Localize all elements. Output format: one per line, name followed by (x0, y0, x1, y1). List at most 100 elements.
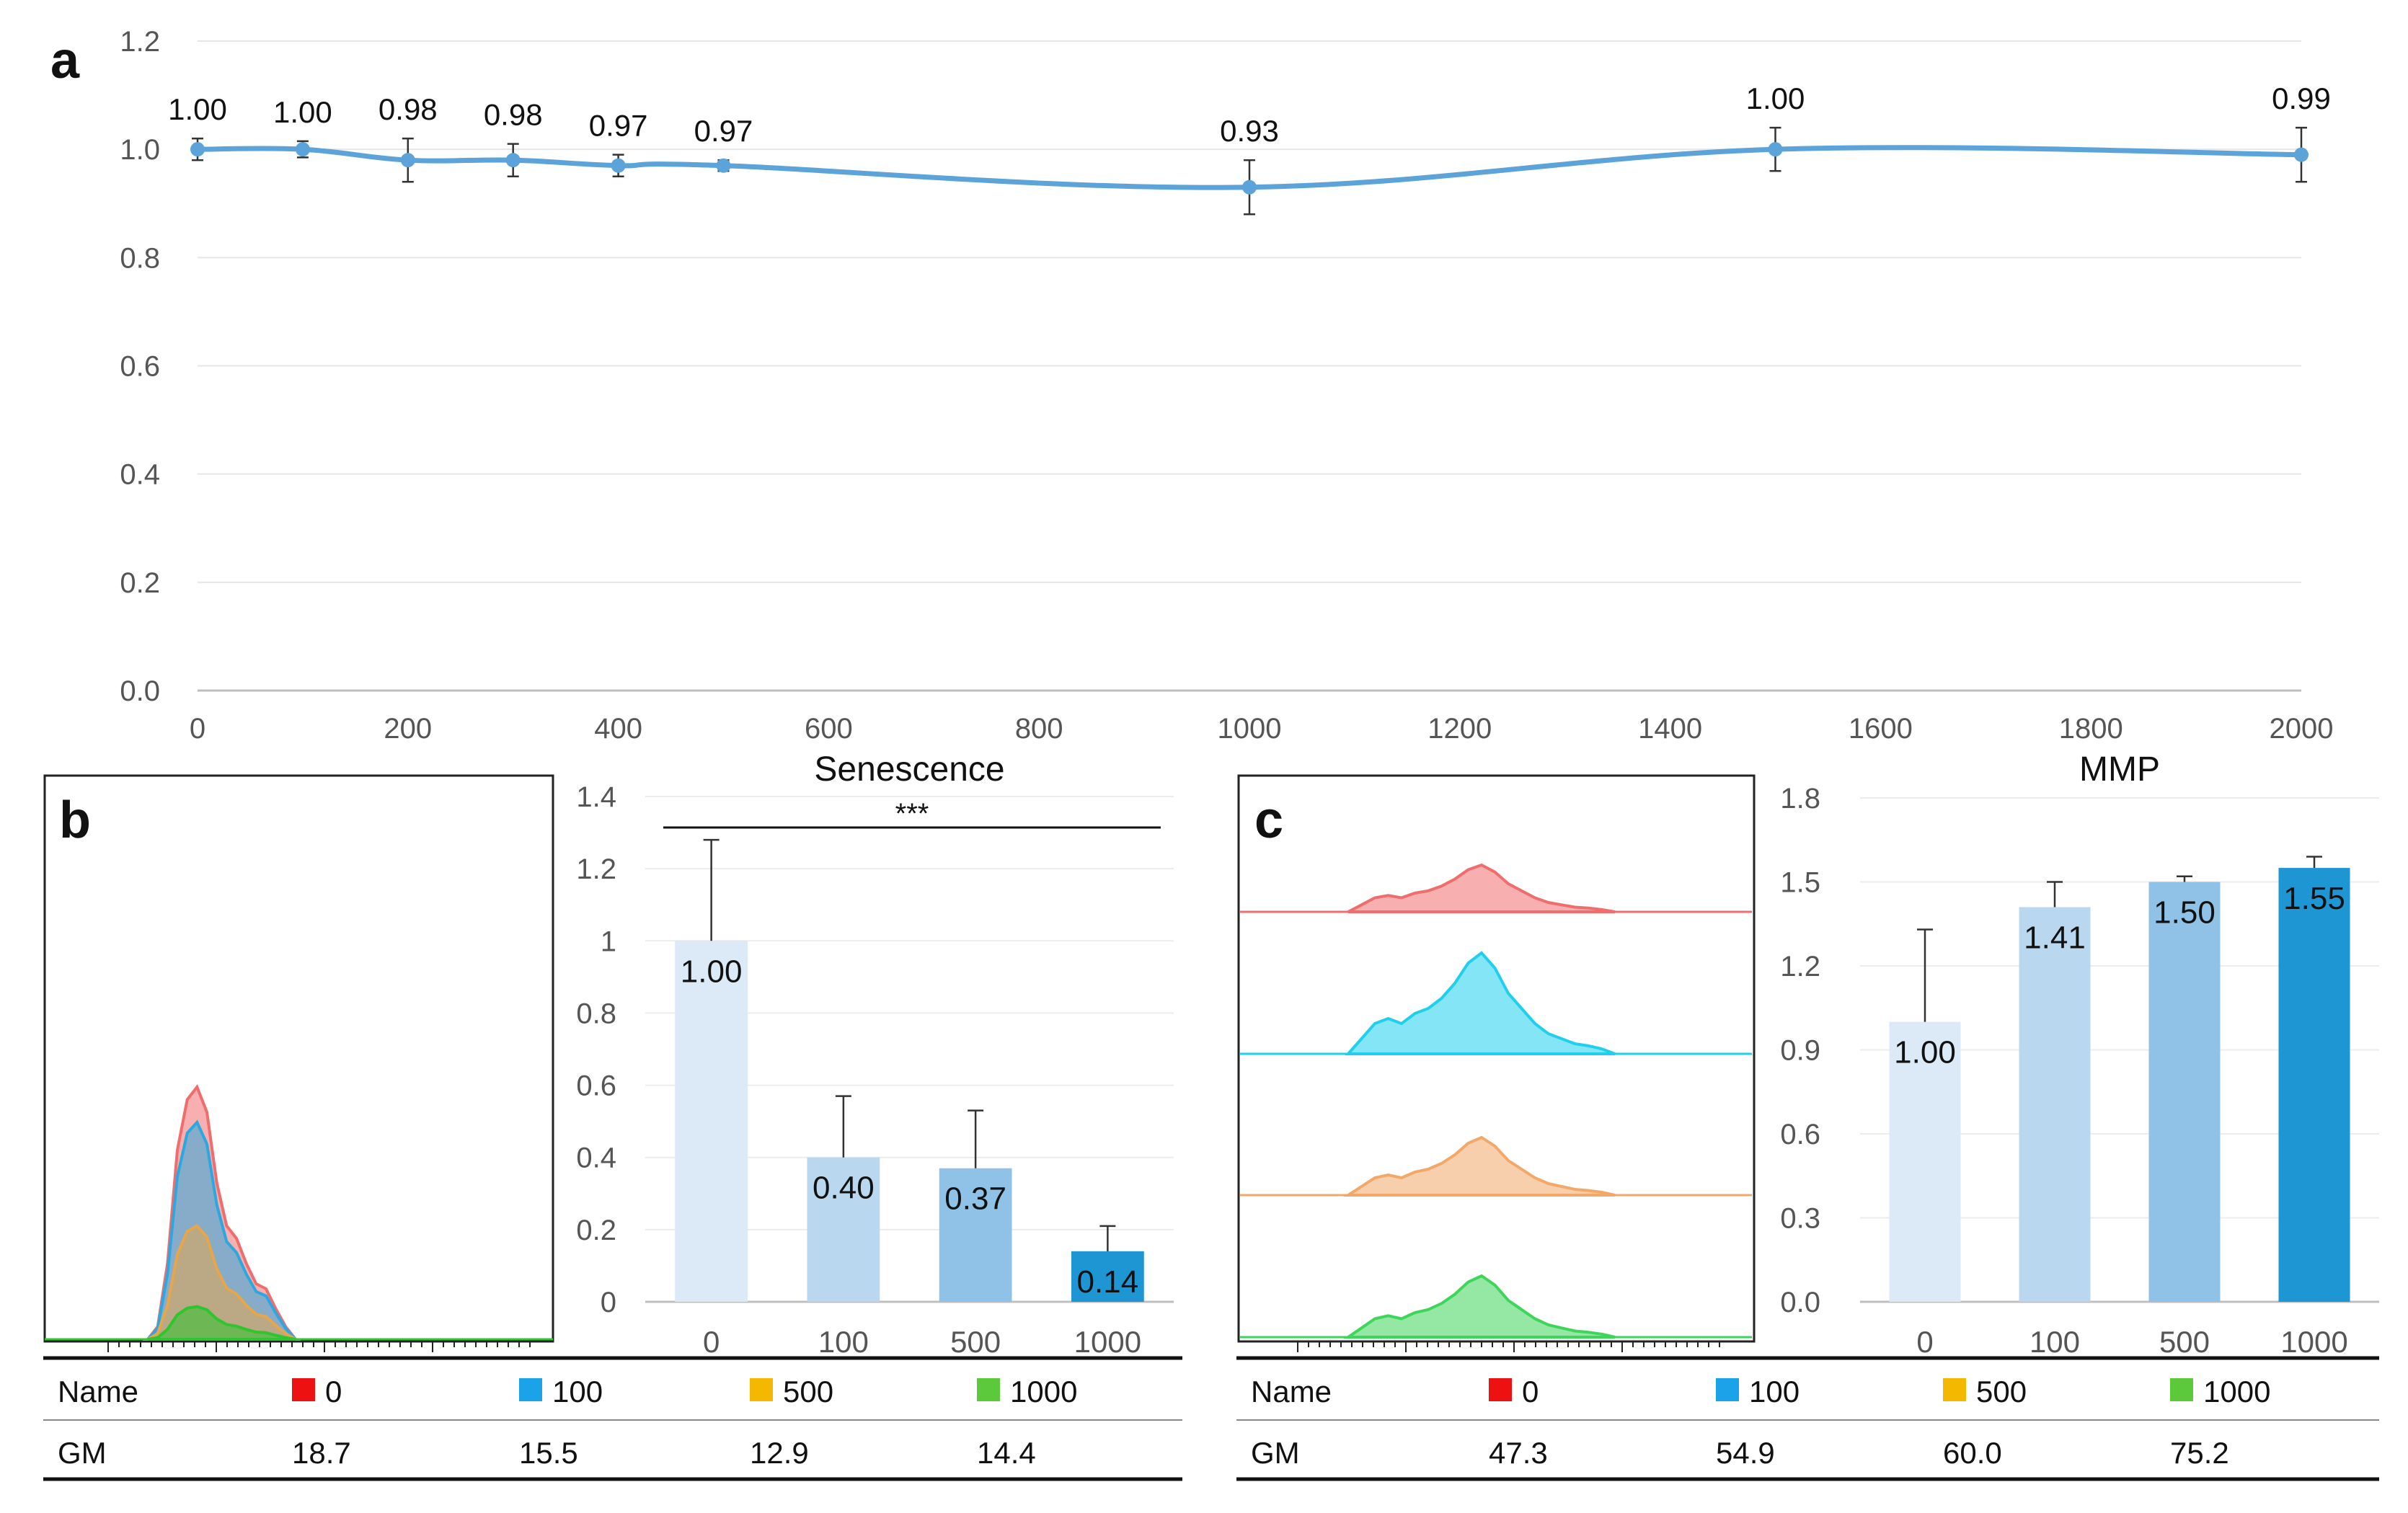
y-tick-label-bar: 0 (601, 1287, 616, 1318)
x-tick-label-a: 1600 (1849, 713, 1913, 745)
y-tick-label-bar: 0.9 (1780, 1035, 1820, 1067)
bar-value-label: 1.55 (2283, 881, 2345, 916)
legend-swatch (519, 1378, 542, 1401)
x-category-label: 100 (818, 1325, 869, 1359)
y-tick-label-bar: 1.2 (576, 853, 616, 885)
legend-gm-value: 60.0 (1943, 1436, 2002, 1470)
y-tick-label-bar: 0.0 (1780, 1287, 1820, 1318)
data-point-a (190, 142, 205, 157)
y-tick-label-a: 1.0 (120, 134, 160, 166)
y-tick-label-bar: 1.8 (1780, 783, 1820, 815)
legend-table-b: Name GM 0 18.7 100 15.5 500 12.9 1000 14.4 (43, 1356, 1182, 1481)
histogram-b (45, 1083, 553, 1352)
data-label-a: 1.00 (273, 95, 332, 129)
bar (2148, 882, 2221, 1302)
data-label-a: 0.97 (589, 109, 648, 143)
histogram-curve-c (1347, 863, 1616, 913)
y-tick-label-a: 0.4 (120, 459, 160, 491)
legend-swatch (292, 1378, 315, 1401)
x-category-label: 0 (703, 1325, 720, 1359)
data-label-a: 0.99 (2272, 81, 2331, 115)
x-category-label: 500 (2159, 1325, 2210, 1359)
x-category-label: 1000 (2280, 1325, 2347, 1359)
bar-value-label: 0.37 (944, 1181, 1006, 1217)
data-label-a: 0.97 (694, 114, 753, 148)
y-tick-label-bar: 1 (601, 926, 616, 957)
histogram-b-frame (43, 774, 554, 1343)
legend-swatch (2170, 1378, 2193, 1401)
x-tick-label-a: 800 (1015, 713, 1063, 745)
histogram-curve-c (1343, 1274, 1616, 1339)
legend-swatch (1489, 1378, 1512, 1401)
bar (807, 1157, 880, 1302)
y-tick-label-bar: 0.2 (576, 1215, 616, 1246)
x-category-label: 100 (2029, 1325, 2080, 1359)
bar-chart-senescence: 0 0.2 0.4 0.6 0.8 1 1.2 1.4 1.00 0 0.40 100 0.37 500 0… (576, 750, 1174, 1359)
x-tick-label-a: 1400 (1638, 713, 1702, 745)
legend-gm-header: GM (58, 1436, 107, 1470)
data-label-a: 0.98 (484, 98, 543, 132)
chart-title: Senescence (814, 750, 1004, 789)
histogram-c-frame (1237, 774, 1756, 1343)
panel-letter-b: b (59, 791, 91, 849)
data-point-a (400, 153, 415, 168)
y-tick-label-a: 0.0 (120, 675, 160, 707)
x-tick-label-a: 1200 (1427, 713, 1492, 745)
panel-letter-c: c (1254, 791, 1283, 849)
x-category-label: 500 (950, 1325, 1001, 1359)
significance-stars: *** (895, 798, 929, 830)
bar-value-label: 0.40 (813, 1171, 875, 1206)
data-point-a (1242, 179, 1257, 195)
x-tick-label-a: 2000 (2270, 713, 2334, 745)
x-tick-label-a: 400 (594, 713, 642, 745)
legend-gm-value: 54.9 (1716, 1436, 1775, 1470)
legend-name: 1000 (1010, 1375, 1077, 1408)
y-tick-label-bar: 0.3 (1780, 1203, 1820, 1235)
bar (1071, 1251, 1144, 1302)
bar (2019, 907, 2091, 1302)
data-point-a (295, 142, 310, 157)
legend-swatch (750, 1378, 773, 1401)
y-tick-label-a: 0.6 (120, 351, 160, 383)
legend-swatch (1943, 1378, 1966, 1401)
legend-gm-value: 15.5 (519, 1436, 578, 1470)
bar (2278, 868, 2350, 1302)
data-point-a (505, 153, 521, 168)
legend-name: 500 (783, 1375, 833, 1408)
y-tick-label-bar: 1.2 (1780, 951, 1820, 982)
legend-gm-value: 12.9 (750, 1436, 809, 1470)
legend-table-c: Name GM 0 47.3 100 54.9 500 60.0 1000 75.2 (1236, 1356, 2379, 1481)
chart-title: MMP (2079, 750, 2160, 789)
legend-swatch (977, 1378, 1000, 1401)
bar (939, 1168, 1012, 1302)
y-tick-label-a: 0.2 (120, 567, 160, 599)
legend-name: 1000 (2203, 1375, 2270, 1408)
legend-name-header: Name (58, 1375, 138, 1408)
legend-gm-value: 14.4 (977, 1436, 1036, 1470)
x-tick-label-a: 0 (190, 713, 205, 745)
y-tick-label-bar: 0.6 (1780, 1119, 1820, 1150)
y-tick-label-bar: 0.4 (576, 1142, 616, 1174)
data-label-a: 1.00 (1746, 81, 1805, 115)
legend-name: 0 (1522, 1375, 1539, 1408)
bar-value-label: 1.50 (2154, 895, 2216, 931)
legend-swatch (1716, 1378, 1739, 1401)
data-point-a (716, 158, 731, 173)
x-tick-label-a: 200 (384, 713, 432, 745)
legend-gm-header: GM (1251, 1436, 1300, 1470)
legend-name: 500 (1976, 1375, 2027, 1408)
data-label-a: 0.98 (379, 92, 438, 126)
y-tick-label-bar: 1.4 (576, 781, 616, 813)
y-tick-label-a: 0.8 (120, 242, 160, 274)
y-tick-label-a: 1.2 (120, 26, 160, 58)
data-point-a (611, 158, 626, 173)
data-point-a (2294, 147, 2309, 162)
histogram-curve-b (147, 1305, 296, 1341)
legend-gm-value: 75.2 (2170, 1436, 2229, 1470)
legend-name: 0 (325, 1375, 342, 1408)
line-chart-a: 0.0 0.2 0.4 0.6 0.8 1.0 1.2 0 200 400 600 800 1000 12… (120, 26, 2333, 745)
bar-value-label: 1.00 (1894, 1035, 1956, 1070)
x-category-label: 1000 (1074, 1325, 1141, 1359)
bar-value-label: 1.00 (681, 954, 743, 989)
